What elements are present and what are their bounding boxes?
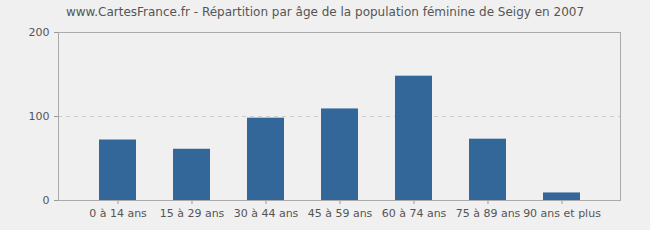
- svg-text:75 à 89 ans: 75 à 89 ans: [456, 207, 521, 220]
- svg-text:15 à 29 ans: 15 à 29 ans: [160, 207, 225, 220]
- svg-text:45 à 59 ans: 45 à 59 ans: [308, 207, 373, 220]
- svg-text:100: 100: [29, 110, 50, 123]
- svg-text:200: 200: [29, 26, 50, 39]
- svg-text:60 à 74 ans: 60 à 74 ans: [382, 207, 447, 220]
- html-text:www.CartesFrance.fr - Répartit: www.CartesFrance.fr - Répartition par âg…: [65, 5, 585, 19]
- svg-text:30 à 44 ans: 30 à 44 ans: [234, 207, 299, 220]
- svg-text:0: 0: [43, 194, 50, 207]
- svg-text:90 ans et plus: 90 ans et plus: [523, 207, 601, 220]
- svg-text:0 à 14 ans: 0 à 14 ans: [89, 207, 147, 220]
